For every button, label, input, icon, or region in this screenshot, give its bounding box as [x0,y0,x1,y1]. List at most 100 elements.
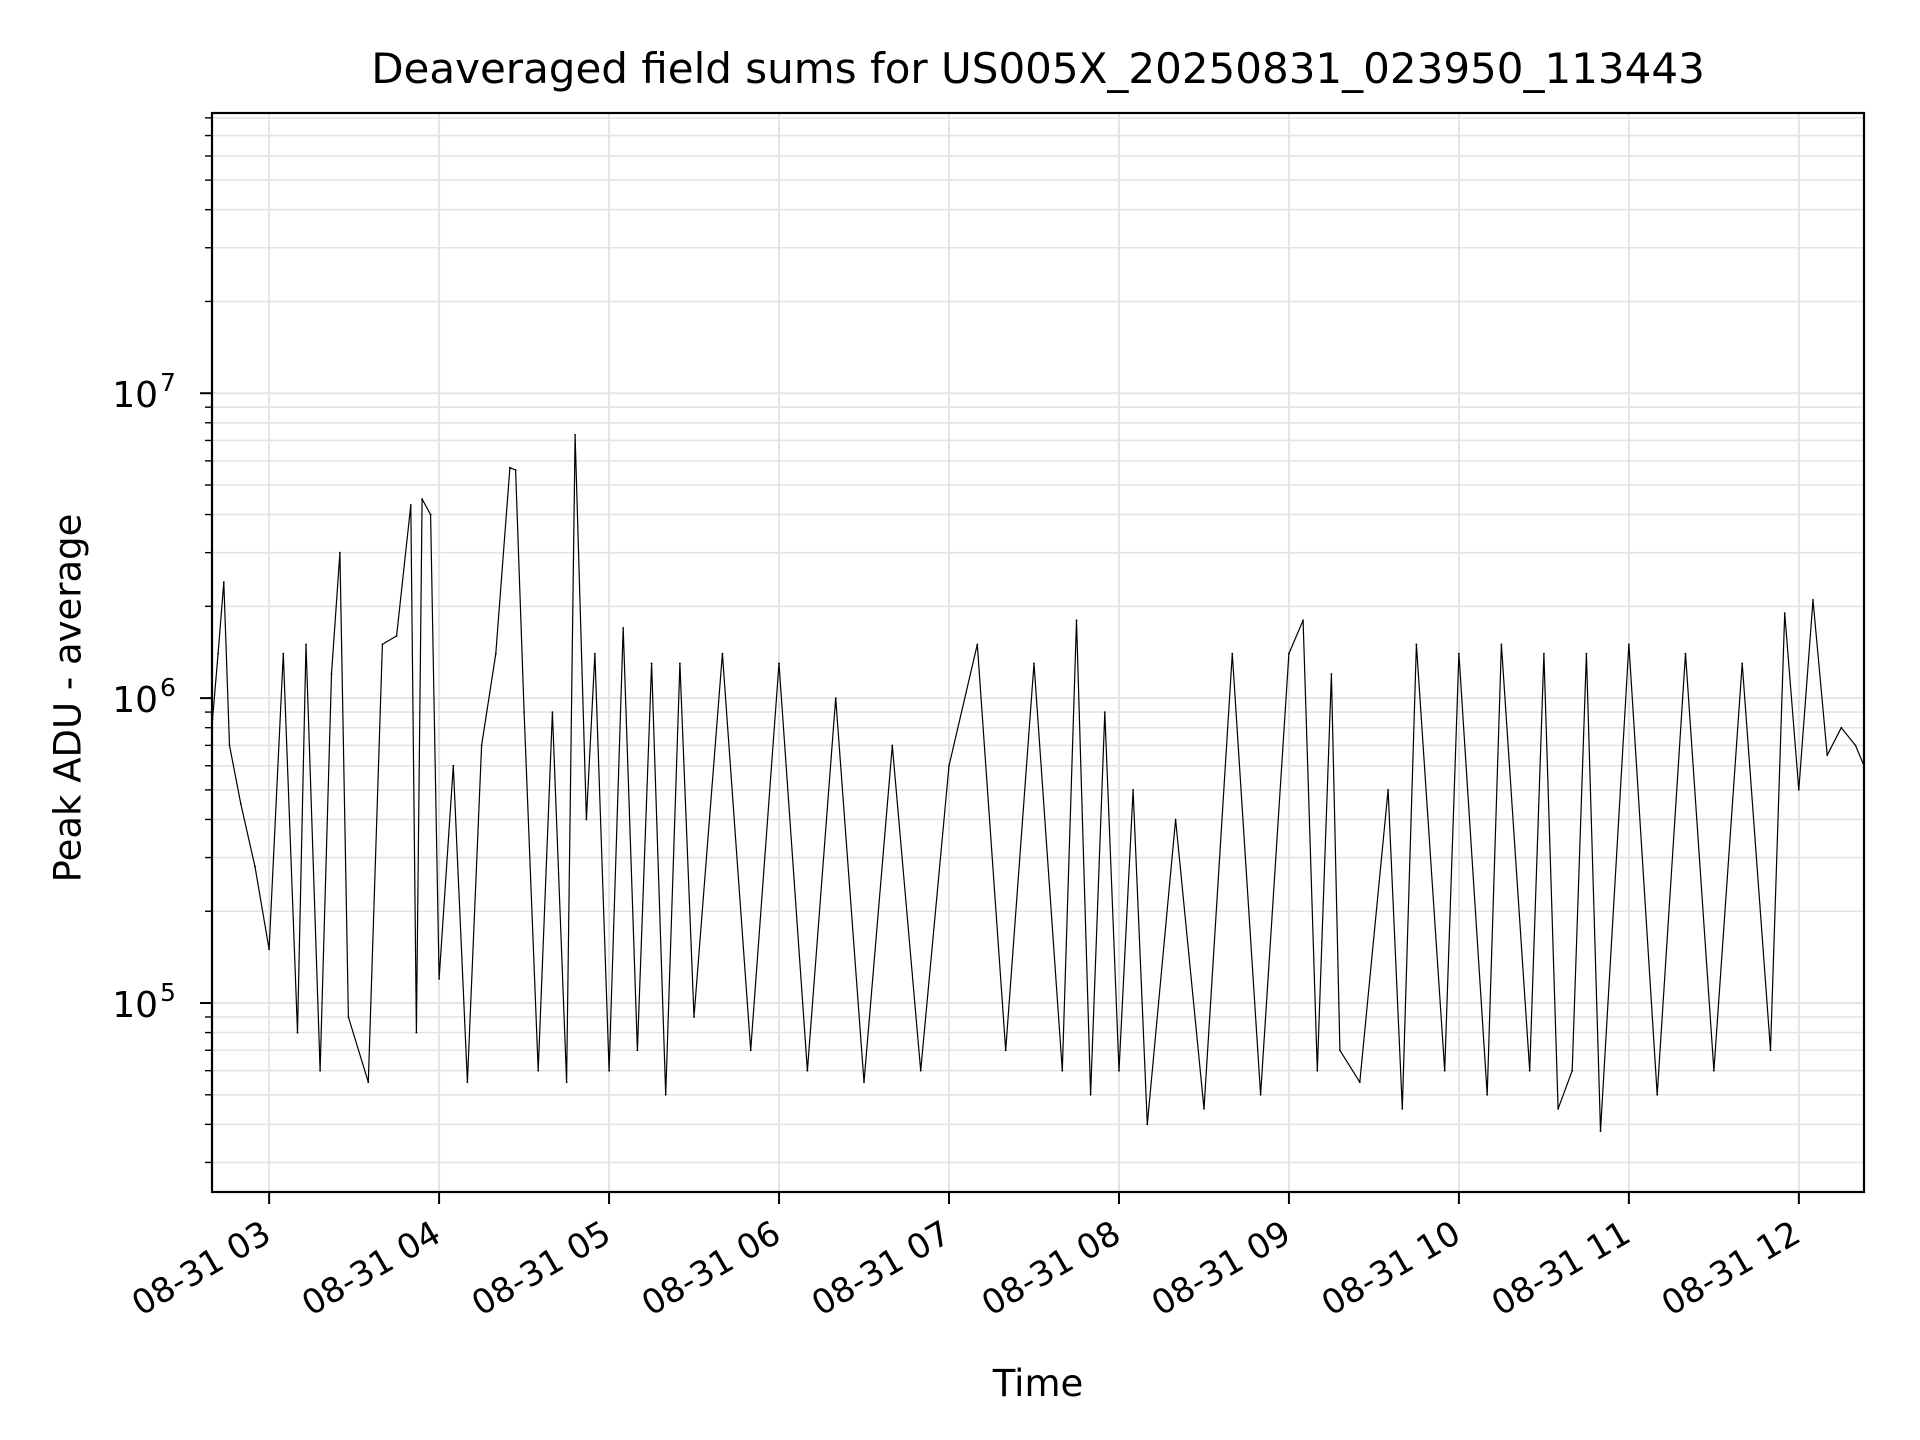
data-point [622,627,625,629]
data-point [721,652,724,655]
data-point [1316,1069,1319,1072]
data-point [834,697,837,699]
data-point [1684,652,1687,655]
data-point [239,803,242,805]
data-point [1132,789,1134,791]
y-axis-label: Peak ADU - average [46,513,90,883]
data-point [429,513,432,516]
data-point [1713,1069,1715,1072]
data-point [976,643,979,646]
data-point [1401,1107,1404,1110]
data-point [347,1016,350,1018]
chart-title: Deaveraged field sums for US005X_2025083… [371,44,1705,93]
data-point [228,744,231,747]
x-tick-label: 08-31 04 [295,1213,447,1324]
data-point [585,818,588,821]
x-tick-label: 08-31 07 [805,1213,957,1324]
data-point [1061,1069,1064,1072]
data-point [1203,1107,1205,1110]
data-point [1656,1093,1659,1096]
data-point [594,652,596,655]
data-point [1231,652,1234,655]
data-point [1599,1130,1602,1133]
x-tick-label: 08-31 05 [465,1213,617,1324]
data-point [523,711,525,713]
x-tick-label: 08-31 09 [1145,1213,1297,1324]
data-point [1840,726,1843,729]
data-point [1585,652,1588,655]
data-point [367,1081,370,1084]
data-point [1741,662,1744,665]
data-point [1339,1049,1341,1052]
data-point [1443,1069,1446,1072]
data-point [650,662,653,665]
data-point [1089,1093,1092,1096]
data-point [254,865,256,868]
data-point [1628,643,1630,646]
x-tick-label: 08-31 08 [975,1213,1127,1324]
data-point [1528,1069,1531,1072]
x-tick-label: 08-31 12 [1655,1213,1807,1324]
x-axis-label: Time [992,1362,1084,1405]
data-point [1302,619,1304,622]
data-point [1387,789,1389,791]
data-point [636,1049,639,1052]
data-point [551,711,554,713]
data-point [514,469,517,471]
data-point [749,1049,752,1052]
data-point [415,1031,418,1034]
data-point [1288,652,1290,655]
x-axis-ticks: 08-31 03 08-31 04 08-31 05 08-31 06 08-31 07… [125,1192,1807,1324]
data-point [919,1069,922,1072]
x-tick-label: 08-31 06 [635,1213,787,1324]
x-tick-label: 08-31 03 [125,1213,277,1324]
data-point [1826,754,1829,757]
data-point [565,1081,568,1084]
series-layer [211,434,1865,1133]
data-point [778,662,780,665]
series-line [211,434,1865,1132]
data-point [1458,652,1460,655]
data-point [1769,1049,1772,1052]
data-point [319,1069,321,1072]
data-point [395,635,398,637]
data-point [1033,662,1035,665]
data-point [1500,643,1503,646]
data-point [537,1069,540,1072]
data-point [948,764,950,767]
data-point [381,643,384,646]
data-point [217,652,220,655]
data-point [693,1016,695,1018]
data-point [438,978,440,980]
y-tick-exponent: 5 [160,978,176,1007]
data-point [480,744,483,747]
data-point [1358,1081,1361,1084]
data-point [339,551,341,554]
data-point [1415,643,1418,646]
data-point [1103,711,1106,713]
axes-frame [210,111,1866,1194]
data-point [1812,599,1814,601]
data-point [330,673,333,675]
data-point [296,1031,299,1034]
data-point [1557,1107,1559,1110]
data-point [1543,652,1545,655]
data-point [1259,1093,1262,1096]
y-tick-label: 10 [112,680,158,721]
data-point [409,504,412,506]
data-point [806,1069,809,1072]
data-point [222,581,225,584]
data-point [452,764,455,767]
data-point [421,498,423,500]
data-point [679,662,681,665]
data-point [891,744,894,747]
data-point [494,652,497,655]
y-tick-exponent: 7 [160,368,176,397]
data-point [1797,789,1800,791]
data-point [1118,1069,1120,1072]
data-point [1486,1093,1489,1096]
y-tick-label: 10 [112,985,158,1026]
data-point [305,643,307,646]
